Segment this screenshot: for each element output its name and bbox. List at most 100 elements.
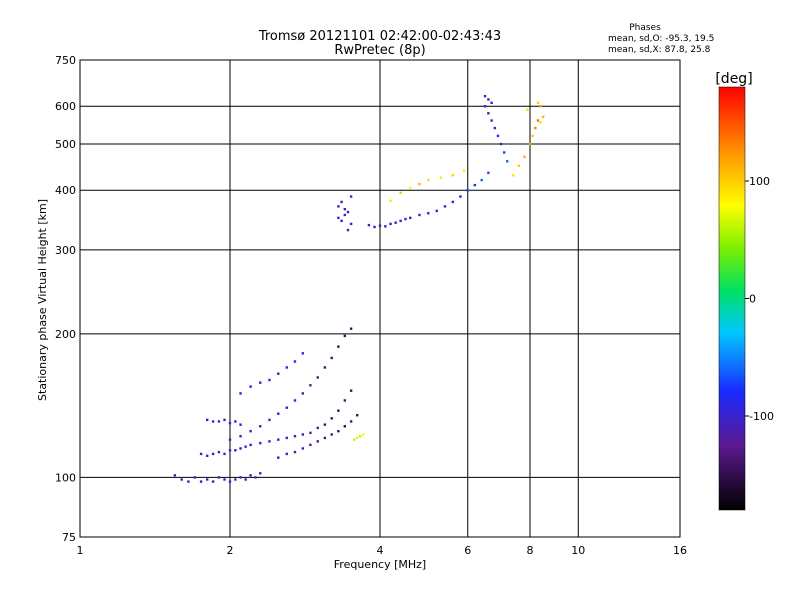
data-point bbox=[451, 200, 455, 204]
colorbar-ticks: 100 0 -100 bbox=[745, 175, 774, 423]
data-point bbox=[487, 112, 490, 115]
data-point bbox=[399, 191, 402, 195]
data-point bbox=[234, 478, 237, 481]
data-point bbox=[277, 456, 280, 459]
data-point bbox=[285, 452, 288, 456]
data-point bbox=[483, 105, 487, 108]
y-tick-label: 400 bbox=[55, 184, 76, 197]
data-point bbox=[493, 126, 497, 130]
y-axis-ticks: 75 100 200 300 400 500 600 750 bbox=[55, 54, 76, 544]
data-point bbox=[349, 420, 353, 423]
plot-frame bbox=[79, 59, 681, 538]
data-point bbox=[409, 186, 412, 189]
chart-title: Tromsø 20121101 02:42:00-02:43:43 bbox=[258, 29, 501, 44]
data-point bbox=[358, 435, 362, 438]
data-point bbox=[228, 480, 232, 483]
data-point bbox=[205, 418, 209, 422]
data-point bbox=[427, 178, 430, 182]
data-point bbox=[309, 431, 312, 435]
data-point bbox=[285, 436, 288, 440]
legend-title: Phases bbox=[629, 23, 661, 33]
y-axis-label: Stationary phase Virtual Height [km] bbox=[36, 199, 49, 401]
data-point bbox=[340, 200, 343, 204]
data-point bbox=[499, 142, 503, 146]
data-point bbox=[337, 429, 340, 433]
data-point bbox=[301, 392, 305, 395]
data-point bbox=[239, 392, 242, 395]
data-point bbox=[343, 425, 347, 428]
data-point bbox=[330, 433, 333, 436]
data-point bbox=[249, 385, 252, 388]
data-point bbox=[409, 216, 412, 220]
data-point bbox=[293, 360, 297, 363]
data-point bbox=[536, 101, 540, 105]
data-point bbox=[244, 445, 247, 448]
data-point bbox=[337, 216, 340, 220]
y-tick-label: 300 bbox=[55, 244, 76, 257]
data-point bbox=[268, 418, 271, 422]
data-point bbox=[343, 207, 347, 211]
data-point bbox=[349, 195, 353, 198]
data-point bbox=[239, 435, 242, 438]
data-point bbox=[301, 447, 305, 450]
data-point bbox=[517, 164, 521, 168]
x-tick-label: 1 bbox=[77, 544, 84, 557]
data-point bbox=[277, 412, 280, 415]
data-point bbox=[259, 425, 262, 428]
x-axis-ticks: 1 2 4 6 8 10 16 bbox=[77, 544, 688, 557]
data-point bbox=[330, 356, 333, 360]
data-point bbox=[239, 476, 242, 479]
y-tick-label: 200 bbox=[55, 328, 76, 341]
data-point bbox=[239, 423, 242, 426]
x-tick-label: 4 bbox=[377, 544, 384, 557]
data-point bbox=[528, 142, 532, 146]
data-point bbox=[511, 174, 515, 177]
data-point bbox=[337, 205, 340, 208]
data-point bbox=[293, 435, 297, 438]
data-point bbox=[480, 178, 483, 182]
data-point bbox=[404, 217, 407, 221]
data-point bbox=[361, 433, 365, 436]
data-point bbox=[384, 225, 387, 228]
data-point bbox=[346, 228, 350, 232]
data-point bbox=[228, 438, 232, 441]
legend-line-o: mean, sd,O: -95.3, 19.5 bbox=[608, 34, 714, 44]
colorbar-label: [deg] bbox=[715, 71, 752, 87]
x-tick-label: 2 bbox=[227, 544, 234, 557]
x-axis-label: Frequency [MHz] bbox=[334, 558, 426, 571]
data-point bbox=[340, 219, 343, 223]
data-point bbox=[187, 480, 190, 483]
data-point bbox=[199, 480, 203, 483]
data-point bbox=[502, 151, 506, 154]
data-point bbox=[462, 169, 466, 172]
data-point bbox=[418, 182, 421, 186]
data-point bbox=[259, 441, 262, 445]
data-point bbox=[277, 372, 280, 375]
data-point bbox=[399, 219, 402, 223]
data-point bbox=[418, 213, 421, 217]
data-point bbox=[228, 421, 232, 425]
data-point bbox=[316, 440, 319, 443]
data-point bbox=[439, 176, 443, 179]
data-point bbox=[349, 389, 353, 392]
data-point bbox=[316, 376, 319, 379]
data-point bbox=[378, 224, 382, 227]
x-tick-label: 6 bbox=[464, 544, 471, 557]
data-point bbox=[234, 420, 237, 423]
x-tick-label: 16 bbox=[673, 544, 687, 557]
x-tick-label: 10 bbox=[571, 544, 585, 557]
colorbar-tick-label: 0 bbox=[749, 293, 756, 306]
data-point bbox=[285, 366, 288, 369]
colorbar bbox=[718, 86, 746, 511]
data-point bbox=[309, 443, 312, 447]
data-point bbox=[301, 433, 305, 436]
data-point bbox=[337, 409, 340, 412]
data-point bbox=[199, 452, 203, 456]
data-point bbox=[355, 436, 359, 440]
data-point bbox=[435, 209, 438, 213]
chart-subtitle: RwPretec (8p) bbox=[334, 43, 425, 58]
data-point bbox=[293, 399, 297, 402]
data-point bbox=[249, 474, 252, 477]
data-point bbox=[217, 476, 221, 479]
data-point bbox=[526, 108, 529, 111]
